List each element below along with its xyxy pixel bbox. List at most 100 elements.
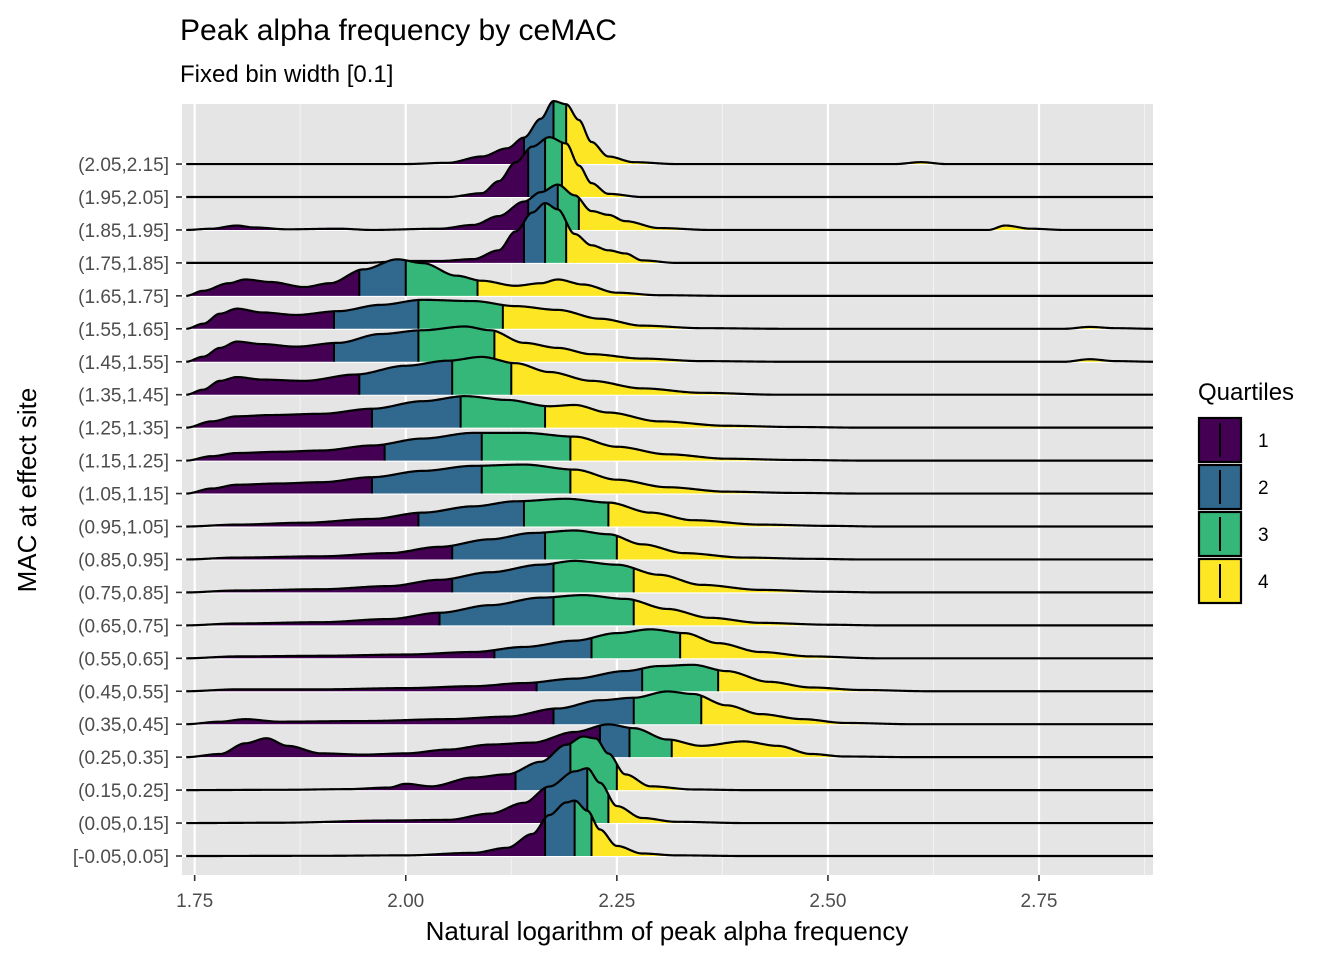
quartile-area-4 (502, 305, 1154, 329)
quartile-area-3 (591, 629, 681, 659)
quartile-area-3 (523, 498, 609, 527)
quartile-area-3 (642, 664, 719, 692)
quartile-area-1 (186, 650, 495, 659)
ridge-outline (186, 298, 1153, 330)
y-tick-label: (1.65,1.75] (78, 287, 169, 308)
y-tick-label: (2.05,2.15] (78, 155, 169, 176)
ridge-outline (186, 355, 1153, 396)
ridge (186, 529, 1153, 561)
y-tick-label: (0.15,0.25] (78, 781, 169, 802)
y-tick-label: (1.55,1.65] (78, 320, 169, 341)
x-axis: 1.75 2.00 2.25 2.50 2.75 (176, 875, 1058, 912)
quartile-area-3 (452, 356, 512, 395)
quartile-area-1 (186, 578, 453, 593)
quartile-area-2 (371, 465, 482, 494)
quartile-area-1 (186, 477, 372, 494)
y-tick-label: (0.75,0.85] (78, 583, 169, 604)
ridge (186, 690, 1153, 726)
quartile-area-3 (629, 727, 672, 758)
ridge (186, 355, 1153, 396)
quartile-area-3 (553, 595, 634, 626)
quartile-area-4 (718, 670, 1153, 692)
quartile-area-4 (633, 599, 1153, 626)
x-tick-label: 2.25 (598, 891, 635, 912)
quartile-area-1 (186, 772, 516, 791)
quartile-area-4 (545, 404, 1153, 428)
quartile-area-2 (439, 597, 554, 626)
quartile-area-4 (570, 469, 1153, 494)
legend-label: 4 (1258, 572, 1269, 593)
quartile-area-3 (633, 691, 702, 725)
quartile-area-4 (608, 502, 1153, 527)
quartile-area-2 (333, 299, 419, 329)
quartile-area-1 (186, 818, 546, 856)
ridge-outline (186, 463, 1153, 495)
y-tick-label: (1.05,1.15] (78, 485, 169, 506)
y-tick-label: (1.85,1.95] (78, 221, 169, 242)
y-tick-label: (0.25,0.35] (78, 748, 169, 769)
quartile-area-2 (599, 724, 630, 758)
y-tick-label: (1.45,1.55] (78, 353, 169, 374)
quartile-area-1 (186, 545, 453, 560)
quartile-area-1 (186, 682, 537, 692)
ridge-outline (186, 136, 1153, 199)
ridge (186, 799, 1153, 858)
y-tick-label: [-0.05,0.05] (73, 847, 169, 868)
ridge-outline (186, 497, 1153, 528)
quartile-area-1 (186, 612, 440, 626)
legend-label: 2 (1258, 478, 1269, 499)
quartile-area-2 (536, 668, 643, 692)
quartile-area-4 (616, 535, 1153, 560)
x-tick-label: 2.50 (809, 891, 846, 912)
y-tick-label: (1.35,1.45] (78, 386, 169, 407)
quartile-area-3 (481, 432, 571, 461)
quartile-area-3 (418, 326, 495, 362)
ridge (186, 463, 1153, 495)
ridge-outline (186, 767, 1153, 825)
quartile-area-4 (578, 197, 1153, 230)
quartile-area-4 (477, 279, 1153, 296)
quartile-area-4 (671, 739, 1153, 758)
quartile-area-1 (186, 408, 372, 428)
y-tick-label: (0.35,0.45] (78, 715, 169, 736)
y-tick-label: (1.75,1.85] (78, 254, 169, 275)
quartile-area-2 (418, 501, 524, 527)
quartile-area-3 (553, 560, 634, 593)
legend-title: Quartiles (1198, 379, 1294, 406)
quartile-area-2 (553, 697, 634, 725)
quartile-area-4 (511, 362, 1153, 395)
quartile-area-3 (481, 464, 571, 494)
y-axis: [-0.05,0.05] (0.05,0.15] (0.15,0.25] (0.25,… (73, 155, 182, 868)
ridge (186, 497, 1153, 528)
quartile-area-3 (587, 768, 609, 824)
quartile-area-1 (186, 221, 524, 263)
ridge-outline (186, 431, 1153, 462)
ridge-outline (186, 183, 1153, 232)
quartile-area-1 (186, 787, 546, 824)
quartile-area-3 (574, 800, 592, 856)
ridge (186, 136, 1153, 199)
y-tick-label: (1.95,2.05] (78, 188, 169, 209)
x-axis-title: Natural logarithm of peak alpha frequenc… (426, 916, 909, 946)
quartile-area-3 (460, 396, 546, 428)
quartile-area-4 (680, 632, 1153, 659)
chart-title: Peak alpha frequency by ceMAC (180, 14, 617, 47)
ridge (186, 663, 1153, 693)
y-axis-title: MAC at effect site (12, 388, 42, 593)
quartile-area-2 (371, 396, 461, 428)
ridges (186, 99, 1154, 858)
quartile-area-2 (452, 563, 554, 593)
quartile-area-2 (515, 743, 571, 791)
ridge-outline (186, 663, 1153, 693)
quartile-area-3 (405, 260, 478, 296)
quartile-area-1 (186, 149, 529, 197)
quartile-area-2 (494, 638, 592, 659)
quartile-area-4 (494, 330, 1153, 362)
quartile-area-1 (186, 708, 554, 725)
ridge-outline (186, 258, 1153, 297)
ridge-outline (186, 799, 1153, 858)
chart-subtitle: Fixed bin width [0.1] (180, 61, 393, 88)
x-tick-label: 1.75 (176, 891, 213, 912)
ridge (186, 298, 1154, 330)
